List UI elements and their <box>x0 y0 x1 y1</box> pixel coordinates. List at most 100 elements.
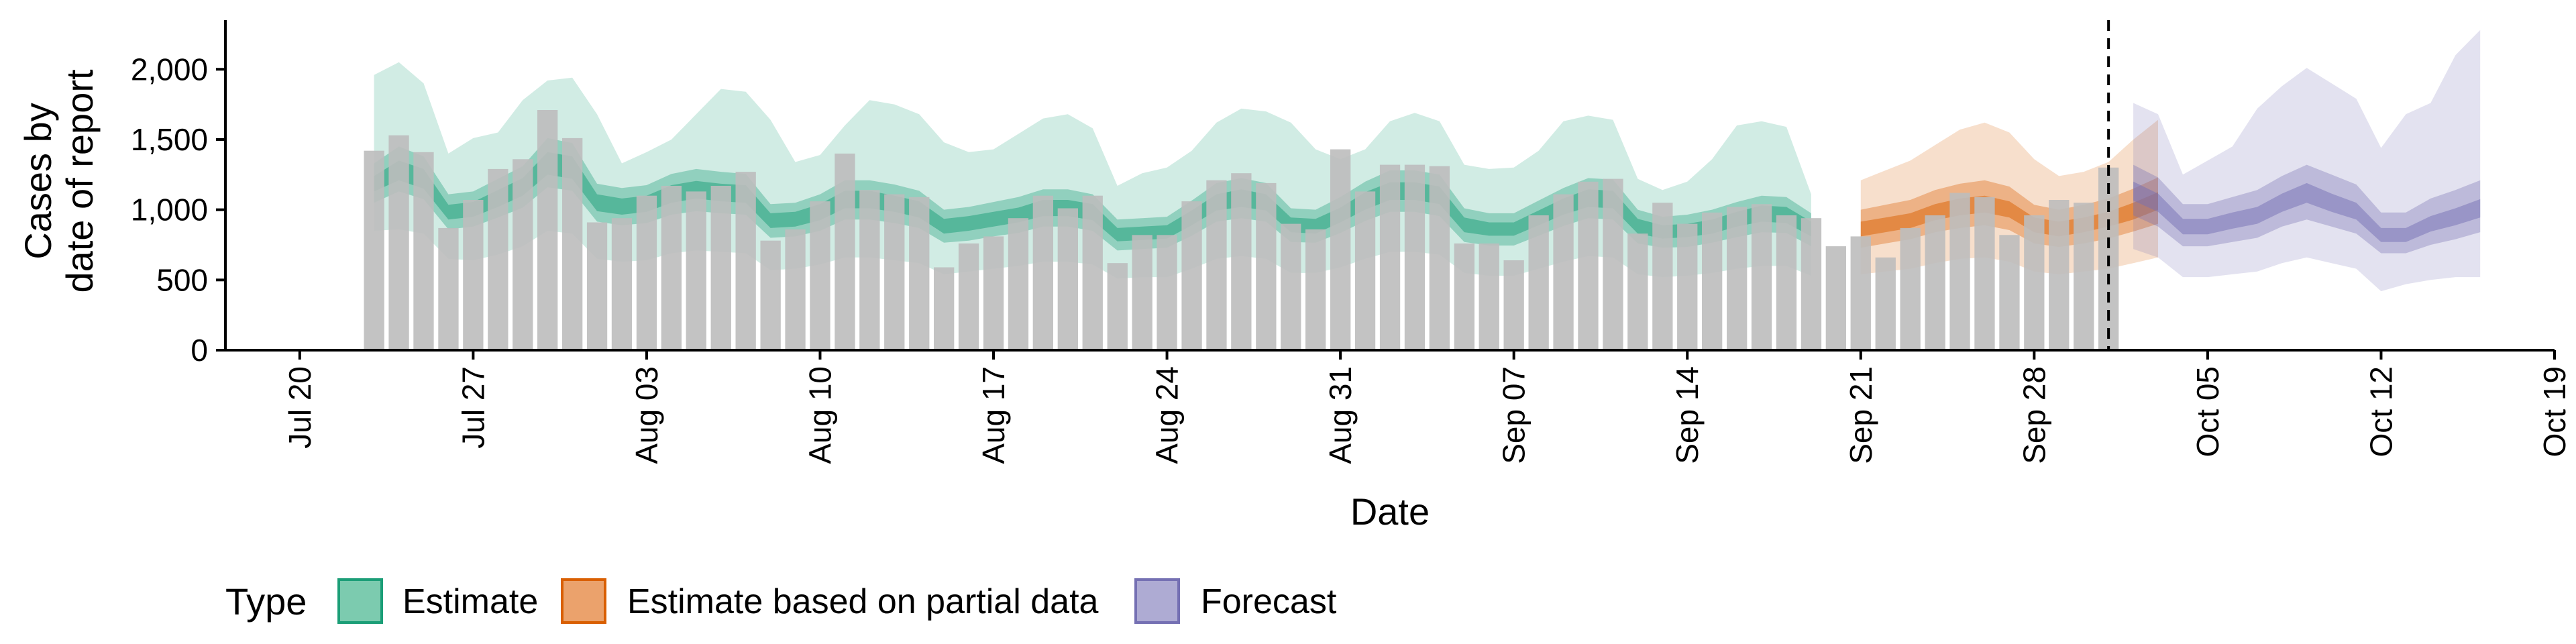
reported-cases-bar <box>1776 215 1797 350</box>
x-tick-label: Sep 07 <box>1497 366 1532 464</box>
y-tick-label: 1,500 <box>131 122 208 157</box>
reported-cases-bar <box>2074 203 2094 350</box>
reported-cases-bar <box>859 190 880 350</box>
reported-cases-bar <box>388 135 409 350</box>
reported-cases-bar <box>488 168 508 350</box>
bars-layer <box>364 110 2119 351</box>
reported-cases-bar <box>686 191 706 350</box>
reported-cases-bar <box>1305 229 1326 350</box>
y-tick-label: 500 <box>156 262 208 297</box>
reported-cases-bar <box>513 159 533 351</box>
reported-cases-bar <box>1949 193 1970 350</box>
legend-item-partial: Estimate based on partial data <box>561 578 1099 624</box>
reported-cases-bar <box>735 172 756 350</box>
legend-label-estimate: Estimate <box>402 582 538 621</box>
reported-cases-bar <box>1157 235 1177 350</box>
reported-cases-bar <box>909 197 930 350</box>
reported-cases-bar <box>1603 178 1623 350</box>
reported-cases-bar <box>710 186 731 350</box>
x-tick-label: Sep 14 <box>1670 366 1705 464</box>
x-tick-label: Sep 28 <box>2017 366 2051 464</box>
reported-cases-bar <box>1206 180 1227 350</box>
reported-cases-bar <box>1850 236 1871 350</box>
reported-cases-bar <box>413 152 434 351</box>
ticks-layer: 0 500 1,000 1,500 2,000 Jul 20 Jul 27 Aug 03 Aug… <box>131 52 2572 464</box>
legend-title: Type <box>225 580 307 623</box>
axes-layer <box>224 20 2555 352</box>
y-tick-label: 1,000 <box>131 193 208 227</box>
x-axis-title: Date <box>1350 490 1430 533</box>
reported-cases-bar <box>1627 233 1648 350</box>
forecast-ribbon-90 <box>2133 30 2481 292</box>
x-tick-label: Aug 03 <box>629 366 664 464</box>
reported-cases-bar <box>934 267 955 350</box>
reported-cases-bar <box>1354 191 1376 350</box>
reported-cases-bar <box>884 194 905 350</box>
x-tick-label: Aug 17 <box>976 366 1011 464</box>
x-tick-label: Aug 24 <box>1150 366 1185 464</box>
reported-cases-bar <box>1231 173 1252 350</box>
reported-cases-bar <box>2049 200 2070 350</box>
reported-cases-bar <box>463 200 484 350</box>
reported-cases-bar <box>1404 164 1426 350</box>
reported-cases-bar <box>1875 257 1896 350</box>
reported-cases-bar <box>1553 194 1574 350</box>
reported-cases-bar <box>1999 235 2020 350</box>
reported-cases-bar <box>1479 243 1499 350</box>
forecast-ribbon-20 <box>2133 181 2481 242</box>
legend-label-forecast: Forecast <box>1201 582 1337 621</box>
reported-cases-bar <box>1528 215 1549 350</box>
reported-cases-bar <box>1057 208 1078 350</box>
reported-cases-bar <box>1281 223 1301 350</box>
x-tick-label: Jul 20 <box>282 366 317 449</box>
reported-cases-bar <box>2024 215 2045 350</box>
y-tick-label: 2,000 <box>131 52 208 87</box>
reported-cases-bar <box>1181 201 1202 350</box>
reported-cases-bar <box>810 201 830 350</box>
x-tick-label: Aug 10 <box>803 366 838 464</box>
reported-cases-bar <box>636 195 657 350</box>
x-tick-label: Sep 21 <box>1843 366 1878 464</box>
reported-cases-bar <box>1925 215 1945 350</box>
reported-cases-bar <box>438 227 459 350</box>
reported-cases-bar <box>1677 223 1698 350</box>
x-tick-label: Jul 27 <box>455 366 490 449</box>
y-axis-title-line-2: date of report <box>58 69 101 293</box>
reported-cases-bar <box>760 240 781 350</box>
estimate-ribbon-50 <box>374 138 1811 251</box>
reported-cases-bar <box>1801 218 1822 350</box>
x-tick-label: Aug 31 <box>1323 366 1358 464</box>
reported-cases-bar <box>1132 235 1152 350</box>
reported-cases-bar <box>1032 195 1053 350</box>
legend-key-partial <box>561 578 606 624</box>
reported-cases-bar <box>1454 243 1474 350</box>
reported-cases-bar <box>1900 227 1921 350</box>
y-tick-label: 0 <box>191 333 208 368</box>
reported-cases-bar <box>1379 164 1401 350</box>
reported-cases-bar <box>537 110 558 350</box>
legend-item-forecast: Forecast <box>1134 578 1337 624</box>
reported-cases-bar <box>1578 181 1599 350</box>
reported-cases-bar <box>835 153 855 350</box>
legend-key-estimate <box>337 578 383 624</box>
reported-cases-bar <box>661 186 682 350</box>
reported-cases-bar <box>1008 218 1029 350</box>
reported-cases-bar <box>1751 204 1772 350</box>
reported-cases-bar <box>1082 195 1103 350</box>
legend-key-forecast <box>1134 578 1180 624</box>
reported-cases-bar <box>1330 149 1351 350</box>
reported-cases-bar <box>1107 263 1128 350</box>
reported-cases-bar <box>1652 203 1673 350</box>
reported-cases-bar <box>586 222 608 350</box>
reported-cases-bar <box>1702 212 1723 350</box>
reported-cases-bar <box>1503 260 1524 350</box>
x-tick-label: Oct 12 <box>2363 366 2398 458</box>
reported-cases-bar <box>1825 246 1846 350</box>
x-tick-label: Oct 05 <box>2190 366 2225 458</box>
reported-cases-bar <box>1256 182 1277 350</box>
reported-cases-bar <box>1429 166 1450 350</box>
legend: Type Estimate Estimate based on partial … <box>225 578 1337 624</box>
reported-cases-bar <box>785 229 806 350</box>
legend-item-estimate: Estimate <box>337 578 538 624</box>
